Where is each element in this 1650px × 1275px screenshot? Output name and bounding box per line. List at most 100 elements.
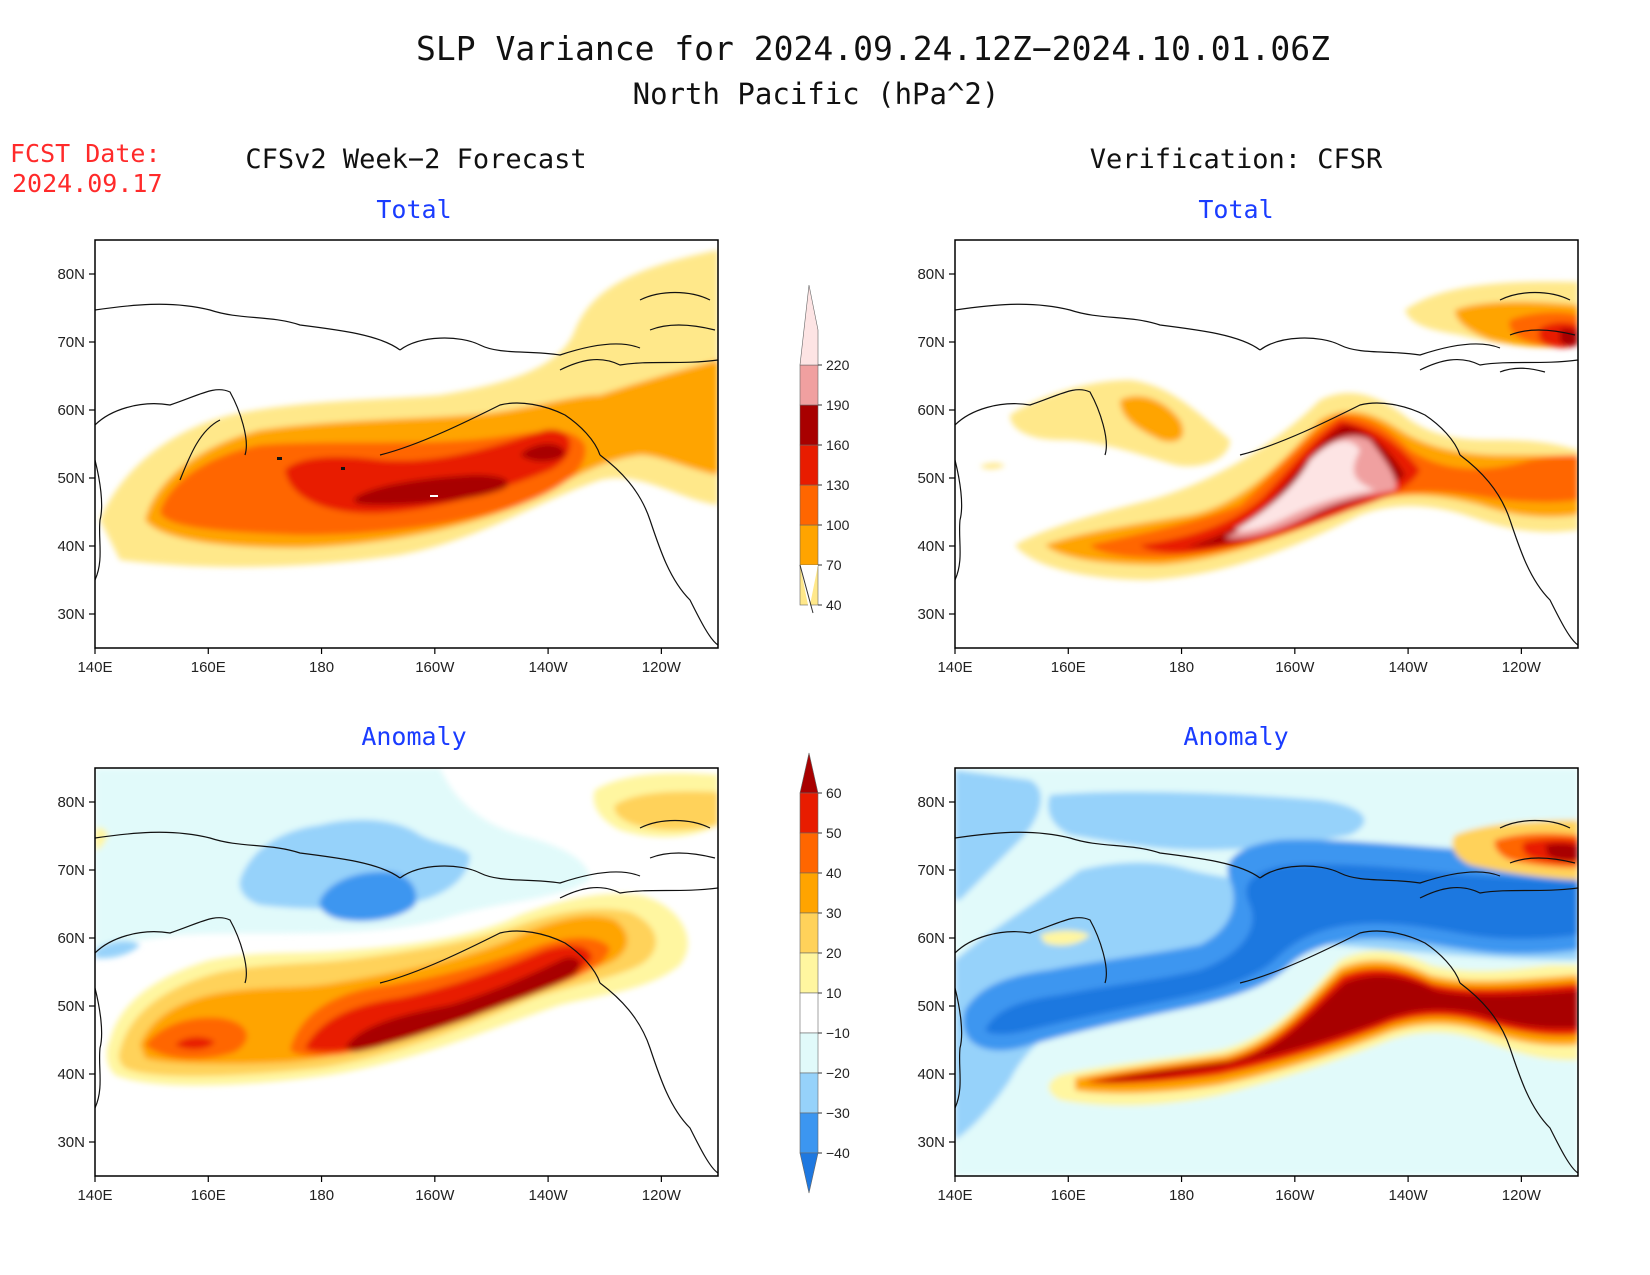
lat-tick-label: 50N <box>917 998 945 1015</box>
colorbar-total-label: 160 <box>826 437 850 453</box>
colorbar-anomaly-label: 60 <box>826 785 842 801</box>
coastlines <box>955 291 1578 646</box>
lat-tick-label: 40N <box>57 1066 85 1083</box>
lon-tick-label: 140W <box>1388 659 1428 676</box>
lat-tick-label: 80N <box>917 794 945 811</box>
lat-tick-label: 30N <box>57 1134 85 1151</box>
axes-tl: 30N 40N 50N 60N 70N 80N 140E 160E 180 160W 140W 120… <box>57 266 681 676</box>
lat-tick-label: 30N <box>57 606 85 623</box>
lon-tick-label: 120W <box>642 1187 682 1204</box>
colorbar-anomaly-swatch <box>799 752 819 794</box>
colorbar-total-swatch <box>799 484 819 526</box>
colorbar-anomaly-swatch <box>799 992 819 1034</box>
main-title: SLP Variance for 2024.09.24.12Z−2024.10.… <box>416 29 1330 68</box>
lat-tick-label: 40N <box>917 1066 945 1083</box>
lat-tick-label: 30N <box>917 606 945 623</box>
lat-tick-label: 50N <box>57 998 85 1015</box>
main-subtitle: North Pacific (hPa^2) <box>633 77 1000 111</box>
colorbar-total-label: 130 <box>826 477 850 493</box>
panel-title-br: Anomaly <box>1183 722 1288 751</box>
lat-tick-label: 80N <box>917 266 945 283</box>
coastlines <box>955 819 1578 1174</box>
lon-tick-label: 140W <box>528 1187 568 1204</box>
panel-title-bl: Anomaly <box>361 722 466 751</box>
lat-tick-label: 80N <box>57 794 85 811</box>
colorbar-anomaly-label: 30 <box>826 905 842 921</box>
colorbar-total-swatch <box>799 444 819 486</box>
lon-tick-label: 160W <box>1275 659 1315 676</box>
colorbar-total-lower <box>800 565 818 610</box>
lon-tick-label: 180 <box>309 659 334 676</box>
lon-tick-label: 120W <box>1502 659 1542 676</box>
colorbar-anomaly-swatch <box>799 872 819 914</box>
lon-tick-label: 180 <box>1169 659 1194 676</box>
lon-tick-label: 160E <box>1051 1187 1086 1204</box>
lat-tick-label: 60N <box>57 930 85 947</box>
colorbar-anomaly-swatch <box>799 1072 819 1114</box>
colorbar-total-swatch <box>799 524 819 566</box>
colorbar-anomaly-label: 10 <box>826 985 842 1001</box>
colorbar-total-label: 70 <box>826 557 842 573</box>
lon-tick-label: 180 <box>1169 1187 1194 1204</box>
map-verification-total <box>955 281 1578 646</box>
colorbar-total-swatch <box>799 284 819 366</box>
lon-tick-label: 120W <box>1502 1187 1542 1204</box>
lon-tick-label: 160E <box>191 659 226 676</box>
colorbar-total-label: 220 <box>826 357 850 373</box>
axes-layer: 30N 40N 50N 60N 70N 80N 140E 160E 180 160W 140W 120… <box>57 266 1541 1204</box>
fcst-label: FCST Date: <box>10 139 161 168</box>
coastlines <box>95 291 718 646</box>
lat-tick-label: 60N <box>917 930 945 947</box>
lon-tick-label: 140E <box>937 1187 972 1204</box>
map-verification-anomaly <box>955 768 1578 1176</box>
lat-tick-label: 40N <box>57 538 85 555</box>
colorbar-anomaly-label: −30 <box>826 1105 850 1121</box>
colorbar-total-swatch <box>799 364 819 406</box>
colorbar-anomaly-label: −40 <box>826 1145 850 1161</box>
lon-tick-label: 140W <box>528 659 568 676</box>
colorbar-anomaly-label: −20 <box>826 1065 850 1081</box>
lon-tick-label: 160W <box>415 1187 455 1204</box>
lat-tick-label: 70N <box>57 862 85 879</box>
colorbar-total-edge <box>799 564 814 614</box>
lon-tick-label: 160W <box>1275 1187 1315 1204</box>
colorbar-total-label: 190 <box>826 397 850 413</box>
colorbar-anomaly-label: −10 <box>826 1025 850 1041</box>
lon-tick-label: 120W <box>642 659 682 676</box>
left-column-title: CFSv2 Week−2 Forecast <box>245 144 586 175</box>
lat-tick-label: 50N <box>57 470 85 487</box>
colorbar-total: 40 70 100 130 160 190 220 <box>799 284 850 614</box>
lon-tick-label: 140E <box>937 659 972 676</box>
lat-tick-label: 30N <box>917 1134 945 1151</box>
lat-tick-label: 70N <box>917 862 945 879</box>
colorbar-anomaly-label: 50 <box>826 825 842 841</box>
right-column-title: Verification: CFSR <box>1090 144 1383 175</box>
lon-tick-label: 160W <box>415 659 455 676</box>
map-frame-tr <box>954 239 1579 649</box>
lon-tick-label: 160E <box>1051 659 1086 676</box>
lat-tick-label: 80N <box>57 266 85 283</box>
lon-tick-label: 180 <box>309 1187 334 1204</box>
lon-tick-label: 140W <box>1388 1187 1428 1204</box>
colorbar-anomaly-swatch <box>799 1112 819 1154</box>
axes-tr: 30N 40N 50N 60N 70N 80N 140E 160E 180 160W 140W 120… <box>917 266 1541 676</box>
panel-title-tl: Total <box>376 195 451 224</box>
lon-tick-label: 140E <box>77 659 112 676</box>
lon-tick-label: 140E <box>77 1187 112 1204</box>
map-frame-br <box>954 767 1579 1177</box>
colorbar-anomaly-swatch <box>799 952 819 994</box>
colorbar-anomaly-swatch <box>799 912 819 954</box>
colorbar-anomaly-label: 20 <box>826 945 842 961</box>
lat-tick-label: 60N <box>917 402 945 419</box>
colorbar-anomaly: −40 −30 −20 −10 10 20 30 40 50 60 <box>799 752 850 1194</box>
axes-br: 30N 40N 50N 60N 70N 80N 140E 160E 180 160W 140W 120… <box>917 794 1541 1204</box>
map-frame-bl <box>94 767 719 1177</box>
lat-tick-label: 70N <box>917 334 945 351</box>
fcst-date: 2024.09.17 <box>12 169 163 198</box>
colorbar-anomaly-swatch <box>799 832 819 874</box>
lon-tick-label: 160E <box>191 1187 226 1204</box>
map-forecast-anomaly <box>95 768 718 1174</box>
axes-bl: 30N 40N 50N 60N 70N 80N 140E 160E 180 160W 140W 120… <box>57 794 681 1204</box>
colorbar-total-swatch <box>799 404 819 446</box>
